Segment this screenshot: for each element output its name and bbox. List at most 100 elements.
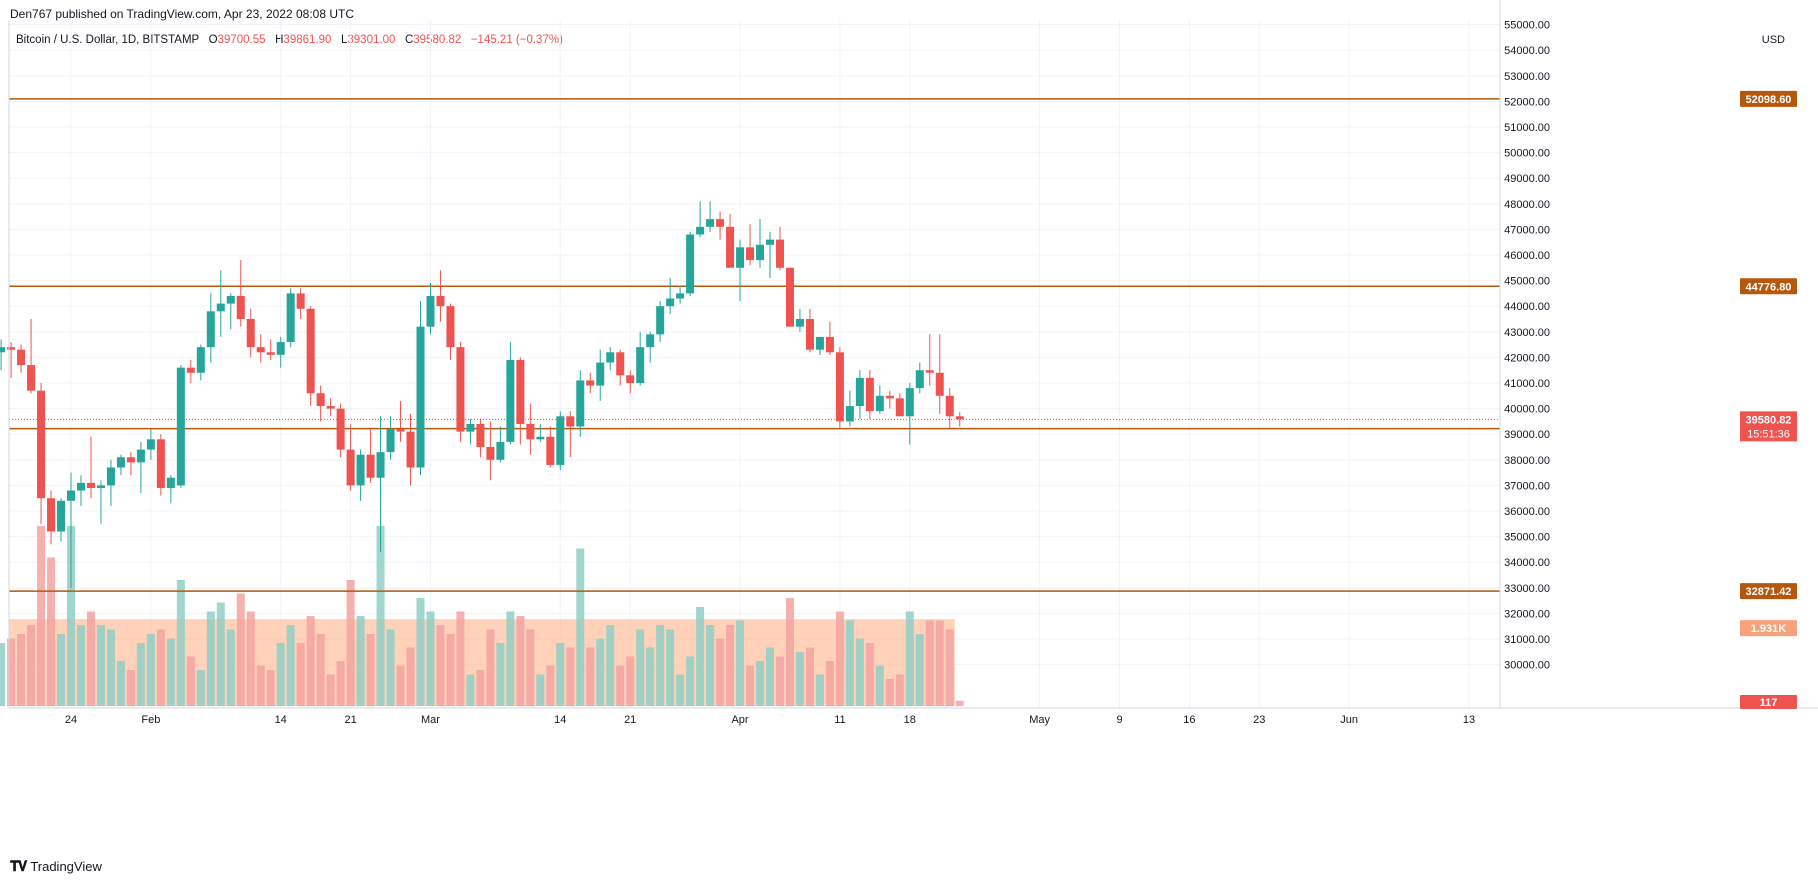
candle[interactable]: [716, 211, 725, 240]
candle-body[interactable]: [47, 498, 56, 532]
candle[interactable]: [586, 372, 595, 394]
candle[interactable]: [805, 308, 814, 353]
candle-body[interactable]: [865, 377, 874, 412]
candle-body[interactable]: [266, 352, 275, 355]
candle-body[interactable]: [835, 352, 844, 422]
candle[interactable]: [746, 224, 755, 266]
candle-body[interactable]: [17, 349, 26, 366]
candle-body[interactable]: [166, 477, 175, 488]
candle[interactable]: [825, 321, 834, 355]
candle-body[interactable]: [37, 390, 46, 499]
candle[interactable]: [116, 454, 125, 476]
candle-body[interactable]: [825, 336, 834, 353]
candle[interactable]: [536, 423, 545, 442]
candle[interactable]: [576, 370, 585, 437]
candle[interactable]: [356, 449, 365, 501]
candle[interactable]: [676, 285, 685, 304]
candle-body[interactable]: [935, 372, 944, 396]
candle[interactable]: [696, 201, 705, 238]
candle[interactable]: [306, 306, 315, 407]
candle-body[interactable]: [556, 416, 565, 465]
candle[interactable]: [446, 303, 455, 360]
candle[interactable]: [246, 308, 255, 358]
candle-body[interactable]: [126, 457, 135, 463]
candle-body[interactable]: [476, 423, 485, 448]
candle[interactable]: [296, 288, 305, 319]
candle-body[interactable]: [436, 295, 445, 307]
candle-body[interactable]: [855, 377, 864, 407]
candle-body[interactable]: [76, 482, 85, 491]
candle[interactable]: [955, 412, 964, 427]
candle[interactable]: [845, 390, 854, 427]
candle-body[interactable]: [905, 388, 914, 417]
candle[interactable]: [596, 349, 605, 401]
candle[interactable]: [27, 318, 36, 394]
candle[interactable]: [166, 475, 175, 504]
candle[interactable]: [286, 288, 295, 348]
candle[interactable]: [376, 416, 385, 552]
candle[interactable]: [96, 480, 105, 524]
candle-body[interactable]: [746, 247, 755, 261]
candle[interactable]: [686, 231, 695, 296]
candle[interactable]: [366, 429, 375, 483]
candle[interactable]: [126, 452, 135, 476]
candle[interactable]: [486, 421, 495, 481]
time-axis[interactable]: 24 Feb 14 21 Mar 14 21 Apr 11 18 May 9 16 23 Jun 13: [65, 714, 1475, 726]
candle[interactable]: [106, 459, 115, 506]
candle-body[interactable]: [636, 347, 645, 384]
candle-body[interactable]: [276, 342, 285, 355]
candle-body[interactable]: [296, 293, 305, 309]
candle-body[interactable]: [815, 336, 824, 350]
candle[interactable]: [17, 344, 26, 373]
candle[interactable]: [386, 416, 395, 460]
candle[interactable]: [526, 403, 535, 455]
candle-body[interactable]: [446, 306, 455, 348]
candle-body[interactable]: [775, 239, 784, 268]
candle-body[interactable]: [146, 439, 155, 450]
candle[interactable]: [875, 385, 884, 414]
candle[interactable]: [426, 283, 435, 335]
candle[interactable]: [646, 331, 655, 363]
candle[interactable]: [935, 334, 944, 414]
candle[interactable]: [316, 385, 325, 422]
candle[interactable]: [206, 293, 215, 363]
candle-body[interactable]: [895, 398, 904, 417]
candle-body[interactable]: [236, 295, 245, 319]
candle[interactable]: [236, 260, 245, 327]
candle[interactable]: [915, 362, 924, 394]
candle[interactable]: [0, 339, 6, 371]
candle-body[interactable]: [646, 334, 655, 348]
candle-body[interactable]: [686, 234, 695, 294]
candle-body[interactable]: [616, 352, 625, 376]
footer-brand[interactable]: 𝐓𝐕 TradingView: [10, 858, 102, 875]
candle[interactable]: [556, 411, 565, 471]
candle-body[interactable]: [57, 500, 66, 532]
candle-body[interactable]: [945, 395, 954, 417]
candle[interactable]: [606, 347, 615, 371]
candle-body[interactable]: [696, 226, 705, 235]
candle[interactable]: [47, 490, 56, 545]
candle-body[interactable]: [726, 226, 735, 268]
candle-body[interactable]: [106, 467, 115, 486]
candle-body[interactable]: [606, 352, 615, 363]
candle[interactable]: [815, 336, 824, 355]
candle-body[interactable]: [376, 452, 385, 478]
candle-body[interactable]: [805, 318, 814, 350]
candle[interactable]: [756, 219, 765, 268]
candle[interactable]: [436, 270, 445, 322]
candle-body[interactable]: [925, 370, 934, 373]
candle[interactable]: [146, 429, 155, 460]
candle-series[interactable]: [0, 201, 964, 588]
candle[interactable]: [57, 498, 66, 542]
candle[interactable]: [895, 393, 904, 417]
candle-body[interactable]: [955, 416, 964, 420]
candle-body[interactable]: [156, 439, 165, 488]
candle[interactable]: [945, 388, 954, 430]
candle-body[interactable]: [566, 416, 575, 427]
candle[interactable]: [476, 418, 485, 458]
candle[interactable]: [37, 383, 46, 524]
candle-body[interactable]: [306, 308, 315, 394]
candle-body[interactable]: [67, 490, 75, 501]
candle-body[interactable]: [716, 219, 725, 227]
candle-body[interactable]: [0, 347, 6, 353]
